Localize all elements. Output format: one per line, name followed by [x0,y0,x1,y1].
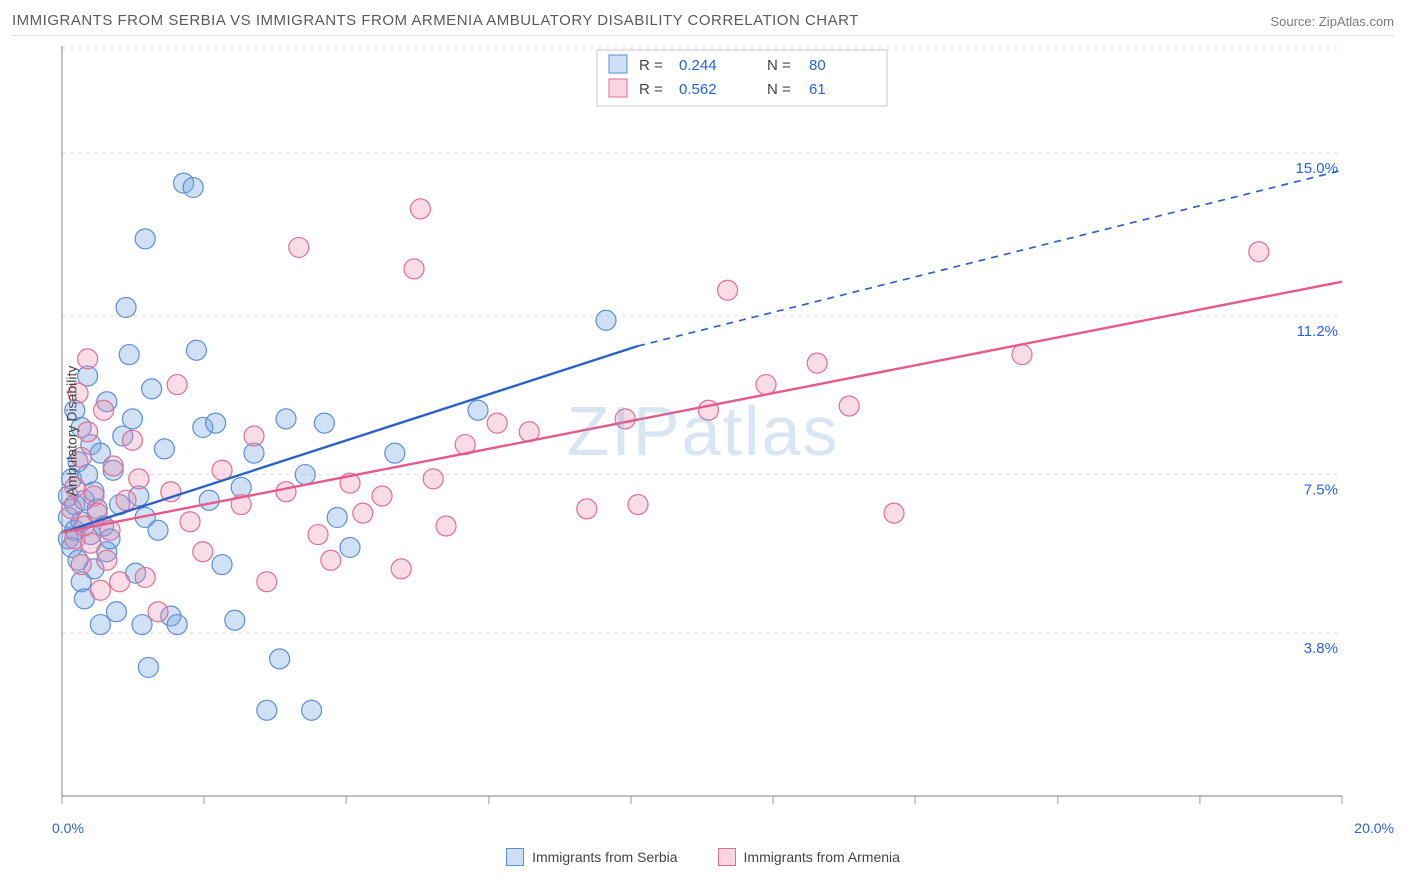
source-label: Source: ZipAtlas.com [1270,14,1394,29]
legend-label-serbia: Immigrants from Serbia [532,849,677,865]
svg-text:R =: R = [639,81,663,98]
svg-text:61: 61 [809,81,826,98]
svg-text:N =: N = [767,57,791,74]
svg-text:7.5%: 7.5% [1304,482,1338,499]
svg-text:11.2%: 11.2% [1297,323,1338,340]
svg-text:R =: R = [639,57,663,74]
footer-legend: Immigrants from Serbia Immigrants from A… [12,848,1394,866]
chart-title: IMMIGRANTS FROM SERBIA VS IMMIGRANTS FRO… [12,12,859,29]
legend-label-armenia: Immigrants from Armenia [744,849,900,865]
chart-header: IMMIGRANTS FROM SERBIA VS IMMIGRANTS FRO… [12,12,1394,35]
svg-text:15.0%: 15.0% [1295,160,1338,177]
svg-text:N =: N = [767,81,791,98]
legend-item-serbia: Immigrants from Serbia [506,848,677,866]
scatter-plot: 3.8% 7.5% 11.2% 15.0% R = 0.244 N = 80 R = 0.562 N… [52,36,1392,826]
x-end-label: 20.0% [1354,820,1394,836]
svg-text:80: 80 [809,57,826,74]
svg-text:3.8%: 3.8% [1304,640,1338,657]
legend-swatch-armenia [718,848,736,866]
legend-swatch-serbia [506,848,524,866]
svg-text:0.244: 0.244 [679,57,717,74]
legend-item-armenia: Immigrants from Armenia [718,848,900,866]
x-axis-endpoints: 0.0% 20.0% [52,820,1394,836]
x-start-label: 0.0% [52,820,84,836]
y-axis-label: Ambulatory Disability [63,366,79,497]
chart-area: Ambulatory Disability 3.8% 7.5% 11.2% 15.0%… [12,35,1394,826]
svg-text:0.562: 0.562 [679,81,717,98]
